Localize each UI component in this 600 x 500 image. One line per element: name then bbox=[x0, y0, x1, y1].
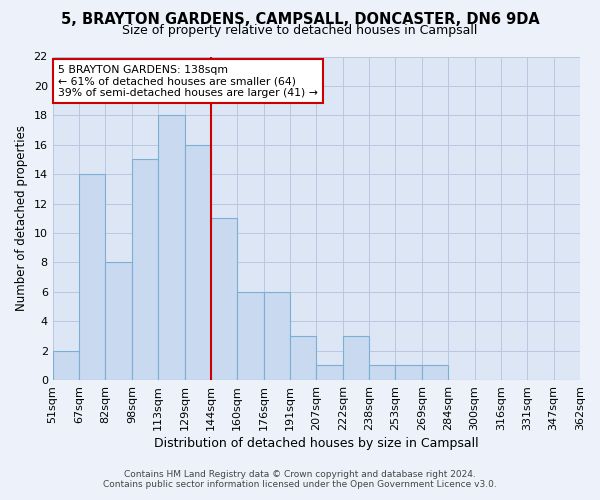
Bar bbox=[422, 366, 448, 380]
Bar bbox=[106, 262, 132, 380]
Bar bbox=[395, 366, 422, 380]
Bar bbox=[290, 336, 316, 380]
Bar bbox=[158, 116, 185, 380]
Bar bbox=[343, 336, 369, 380]
Bar bbox=[132, 160, 158, 380]
Y-axis label: Number of detached properties: Number of detached properties bbox=[15, 126, 28, 312]
Bar bbox=[316, 366, 343, 380]
Bar bbox=[263, 292, 290, 380]
Bar bbox=[185, 144, 211, 380]
Text: 5 BRAYTON GARDENS: 138sqm
← 61% of detached houses are smaller (64)
39% of semi-: 5 BRAYTON GARDENS: 138sqm ← 61% of detac… bbox=[58, 64, 318, 98]
Bar bbox=[237, 292, 263, 380]
X-axis label: Distribution of detached houses by size in Campsall: Distribution of detached houses by size … bbox=[154, 437, 479, 450]
Bar bbox=[369, 366, 395, 380]
Text: Contains HM Land Registry data © Crown copyright and database right 2024.
Contai: Contains HM Land Registry data © Crown c… bbox=[103, 470, 497, 489]
Text: Size of property relative to detached houses in Campsall: Size of property relative to detached ho… bbox=[122, 24, 478, 37]
Bar bbox=[211, 218, 237, 380]
Bar bbox=[79, 174, 106, 380]
Text: 5, BRAYTON GARDENS, CAMPSALL, DONCASTER, DN6 9DA: 5, BRAYTON GARDENS, CAMPSALL, DONCASTER,… bbox=[61, 12, 539, 26]
Bar bbox=[53, 350, 79, 380]
